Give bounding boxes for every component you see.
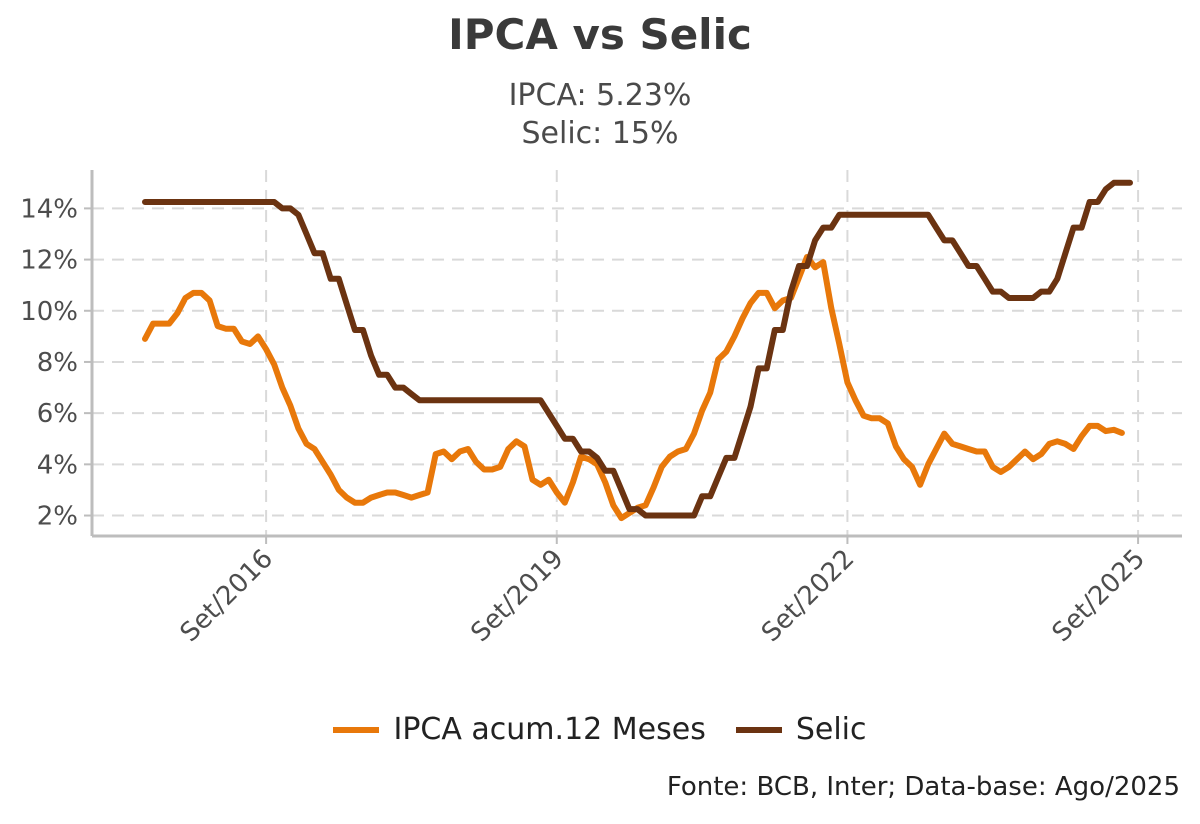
axes <box>84 170 1182 544</box>
y-tick-label: 14% <box>20 194 78 224</box>
y-ticks: 2% 4% 6% 8% 10% 12% 14% <box>20 194 78 531</box>
legend-label-ipca: IPCA acum.12 Meses <box>393 712 706 747</box>
source-note: Fonte: BCB, Inter; Data-base: Ago/2025 <box>666 772 1180 802</box>
line-chart: 2%4%6%8%10%12%14% Set/2016 Set/2019 Set/20… <box>20 170 1182 648</box>
chart-subtitle-ipca: IPCA: 5.23% <box>508 78 692 113</box>
legend-label-selic: Selic <box>795 712 867 747</box>
legend-item-selic: Selic <box>735 712 867 747</box>
x-tick-label: Set/2016 <box>175 544 279 648</box>
y-tick-label: 6% <box>37 399 78 429</box>
grid <box>92 170 1182 536</box>
y-tick-label: 12% <box>20 246 78 276</box>
series-line-ipca <box>142 254 1125 522</box>
y-tick-label: 8% <box>37 348 78 378</box>
chart-subtitle-selic: Selic: 15% <box>521 116 679 151</box>
y-tick-label: 10% <box>20 297 78 327</box>
y-tick-label: 4% <box>37 450 78 480</box>
chart-title: IPCA vs Selic <box>448 10 752 59</box>
x-tick-label: Set/2019 <box>465 544 569 648</box>
x-tick-label: Set/2025 <box>1047 544 1151 648</box>
x-tick-label: Set/2022 <box>756 544 860 648</box>
legend-item-ipca: IPCA acum.12 Meses <box>333 712 706 747</box>
legend-key-selic <box>735 726 782 733</box>
x-ticks: Set/2016 Set/2019 Set/2022 Set/2025 <box>175 544 1151 648</box>
series-line-selic <box>142 179 1133 519</box>
legend-key-ipca <box>333 726 380 733</box>
y-tick-label: 2% <box>37 502 78 532</box>
legend: IPCA acum.12 Meses Selic <box>0 712 1200 747</box>
series <box>142 179 1133 522</box>
